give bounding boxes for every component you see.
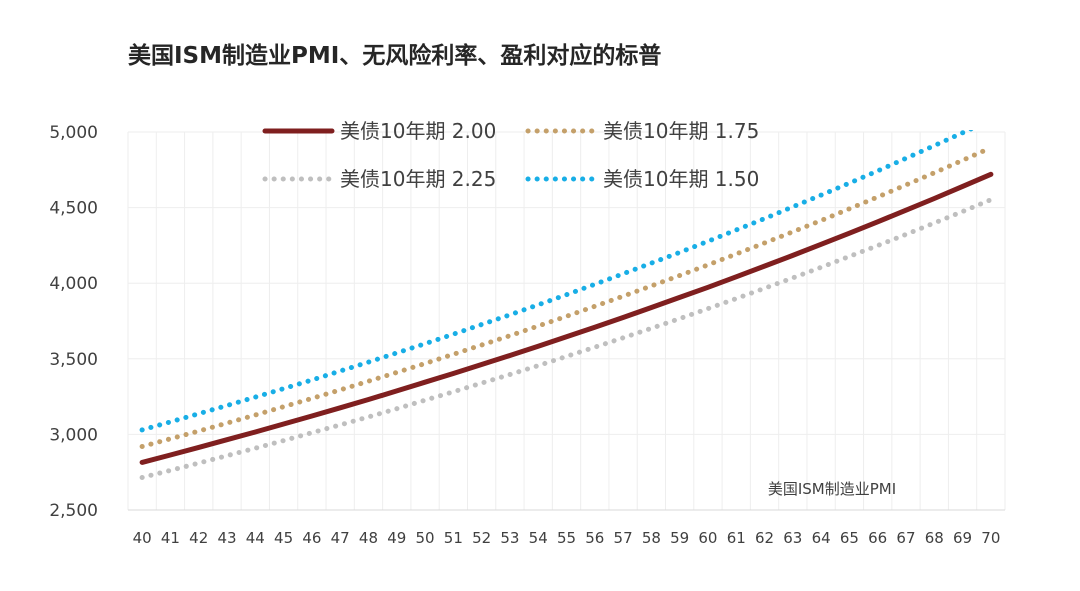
- y-tick-label: 3,000: [49, 425, 98, 445]
- x-tick-label: 47: [331, 529, 350, 547]
- x-tick-label: 54: [529, 529, 548, 547]
- legend: 美债10年期 2.00 美债10年期 1.75 美债10年期 2.25 美债10年期 …: [262, 119, 759, 191]
- x-tick-label: 40: [133, 529, 152, 547]
- x-tick-label: 69: [953, 529, 972, 547]
- x-tick-label: 59: [670, 529, 689, 547]
- y-tick-label: 4,500: [49, 199, 98, 219]
- y-tick-label: 5,000: [49, 123, 98, 143]
- x-tick-label: 57: [614, 529, 633, 547]
- x-tick-label: 56: [585, 529, 604, 547]
- chart-title: 美国ISM制造业PMI、无风险利率、盈利对应的标普: [128, 43, 662, 69]
- x-tick-label: 43: [217, 529, 236, 547]
- x-tick-label: 50: [416, 529, 435, 547]
- y-tick-label: 2,500: [49, 501, 98, 521]
- x-tick-label: 58: [642, 529, 661, 547]
- x-tick-label: 60: [698, 529, 717, 547]
- legend-label: 美债10年期 2.00: [340, 119, 496, 143]
- axes: 2,500 3,000 3,500 4,000 4,500 5,000 40 41 42 43 44…: [49, 123, 1005, 547]
- x-tick-label: 63: [783, 529, 802, 547]
- x-tick-label: 51: [444, 529, 463, 547]
- x-tick-label: 68: [925, 529, 944, 547]
- legend-label: 美债10年期 1.50: [603, 167, 759, 191]
- gridlines: [127, 131, 1006, 511]
- x-tick-label: 61: [727, 529, 746, 547]
- x-tick-label: 48: [359, 529, 378, 547]
- x-axis-title: 美国ISM制造业PMI: [768, 480, 896, 498]
- legend-label: 美债10年期 2.25: [340, 167, 496, 191]
- series-lines: [139, 130, 994, 480]
- series-line-2: [139, 145, 994, 449]
- x-tick-label: 70: [981, 529, 1000, 547]
- legend-item-1: 美债10年期 2.00: [262, 119, 496, 143]
- series-line-3: [139, 197, 994, 480]
- x-tick-label: 49: [387, 529, 406, 547]
- x-tick-label: 67: [896, 529, 915, 547]
- x-tick-label: 46: [302, 529, 321, 547]
- y-tick-label: 4,000: [49, 274, 98, 294]
- legend-label: 美债10年期 1.75: [603, 119, 759, 143]
- x-tick-label: 62: [755, 529, 774, 547]
- x-tick-label: 65: [840, 529, 859, 547]
- legend-item-4: 美债10年期 1.50: [525, 167, 759, 191]
- x-tick-label: 55: [557, 529, 576, 547]
- x-tick-label: 42: [189, 529, 208, 547]
- series-line-4: [139, 130, 975, 433]
- legend-item-2: 美债10年期 1.75: [525, 119, 759, 143]
- legend-item-3: 美债10年期 2.25: [262, 167, 496, 191]
- x-tick-label: 52: [472, 529, 491, 547]
- x-tick-label: 44: [246, 529, 265, 547]
- x-tick-label: 45: [274, 529, 293, 547]
- series-line-1: [139, 171, 994, 465]
- x-tick-label: 53: [500, 529, 519, 547]
- y-tick-label: 3,500: [49, 350, 98, 370]
- x-tick-label: 66: [868, 529, 887, 547]
- x-tick-label: 64: [812, 529, 831, 547]
- x-tick-label: 41: [161, 529, 180, 547]
